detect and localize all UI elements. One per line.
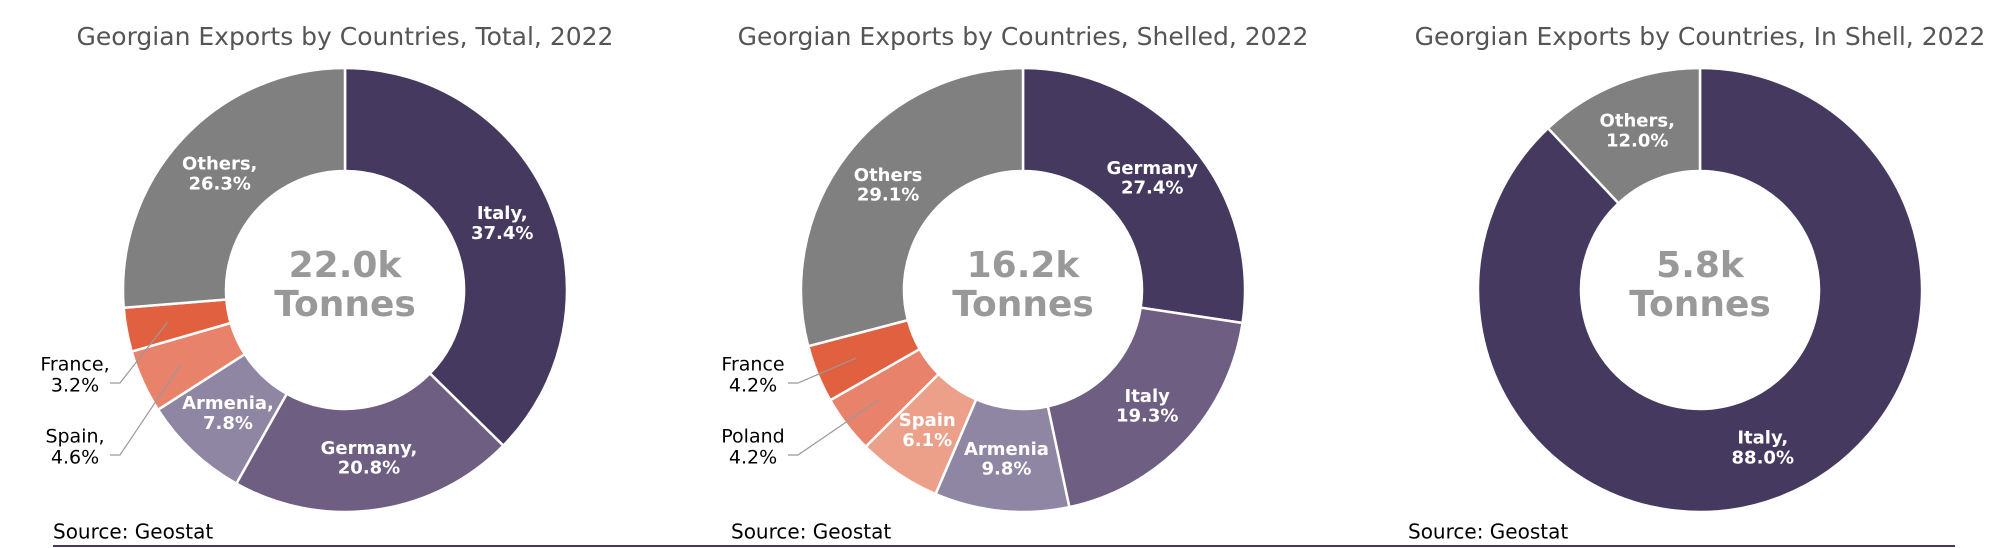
- leader-line: [110, 364, 182, 456]
- slice-name: Armenia: [964, 439, 1049, 460]
- slice-name: Armenia,: [182, 393, 274, 414]
- slice-value: 20.8%: [338, 458, 400, 479]
- chart: Georgian Exports by Countries, Total, 20…: [40, 22, 613, 544]
- slice-value: 4.2%: [729, 446, 777, 468]
- chart-title: Georgian Exports by Countries, In Shell,…: [1415, 22, 1986, 51]
- slice-value: 3.2%: [51, 374, 99, 396]
- slice-name: Germany: [1107, 158, 1199, 179]
- slice-label: Germany 27.4%: [1107, 158, 1199, 199]
- slice-value: 7.8%: [203, 413, 253, 434]
- leader-line: [788, 398, 880, 456]
- slice-label: Spain, 4.6%: [45, 425, 104, 468]
- slice-name: France: [721, 353, 784, 375]
- slice-name: Italy: [1125, 386, 1171, 407]
- slice-name: Others,: [1600, 111, 1675, 132]
- center-unit: Tonnes: [274, 284, 416, 325]
- slice-name: Germany,: [321, 438, 418, 459]
- source-note: Source: Geostat: [1408, 520, 1568, 544]
- donut-slice: [234, 371, 506, 514]
- slice-value: 4.2%: [729, 374, 777, 396]
- slice-name: France,: [40, 353, 109, 375]
- slice-label: Italy, 88.0%: [1732, 428, 1794, 469]
- chart: Georgian Exports by Countries, Shelled, …: [721, 22, 1308, 544]
- slice-label: Armenia 9.8%: [964, 439, 1049, 480]
- donut-slice: [799, 66, 1025, 348]
- center-label: 5.8k: [1656, 245, 1745, 286]
- chart: Georgian Exports by Countries, In Shell,…: [1408, 22, 1985, 544]
- donut-slice: [1046, 306, 1244, 509]
- slice-value: 29.1%: [857, 185, 919, 206]
- slice-value: 6.1%: [902, 430, 952, 451]
- slice-value: 9.8%: [981, 459, 1031, 480]
- slice-name: Spain,: [45, 425, 104, 447]
- slice-value: 26.3%: [188, 173, 250, 194]
- slice-name: Poland: [721, 425, 784, 447]
- slice-value: 4.6%: [51, 446, 99, 468]
- source-note: Source: Geostat: [53, 520, 213, 544]
- slice-value: 19.3%: [1116, 406, 1178, 427]
- slice-name: Italy,: [477, 203, 528, 224]
- slice-name: Italy,: [1737, 428, 1788, 449]
- slice-label: Others, 12.0%: [1600, 111, 1675, 152]
- donut-slice: [343, 66, 569, 448]
- slice-name: Others: [854, 165, 923, 186]
- slice-value: 88.0%: [1732, 447, 1794, 468]
- slice-label: Spain 6.1%: [899, 410, 956, 451]
- donut-slice: [1021, 66, 1247, 325]
- donut-slice: [1546, 66, 1702, 206]
- slice-label: Germany, 20.8%: [321, 438, 418, 479]
- slice-name: Spain: [899, 410, 956, 431]
- leader-line: [788, 357, 857, 384]
- chart-title: Georgian Exports by Countries, Shelled, …: [738, 22, 1309, 51]
- donut-slice: [1476, 66, 1924, 514]
- chart-title: Georgian Exports by Countries, Total, 20…: [77, 22, 614, 51]
- slice-label: Others 29.1%: [854, 165, 923, 206]
- donut-slice: [121, 66, 347, 310]
- slice-label: Italy 19.3%: [1116, 386, 1178, 427]
- slice-label: Italy, 37.4%: [471, 203, 533, 244]
- slice-label: Poland 4.2%: [721, 425, 784, 468]
- center-label: 16.2k: [967, 245, 1081, 286]
- slice-label: France 4.2%: [721, 353, 784, 396]
- center-unit: Tonnes: [952, 284, 1094, 325]
- center-label: 22.0k: [289, 245, 403, 286]
- slice-value: 37.4%: [471, 223, 533, 244]
- slice-name: Others,: [182, 153, 257, 174]
- source-note: Source: Geostat: [731, 520, 891, 544]
- slice-label: France, 3.2%: [40, 353, 109, 396]
- slice-value: 27.4%: [1121, 178, 1183, 199]
- slice-label: Armenia, 7.8%: [182, 393, 274, 434]
- center-unit: Tonnes: [1629, 284, 1771, 325]
- slice-value: 12.0%: [1606, 130, 1668, 151]
- leader-line: [110, 322, 168, 384]
- slice-label: Others, 26.3%: [182, 153, 257, 194]
